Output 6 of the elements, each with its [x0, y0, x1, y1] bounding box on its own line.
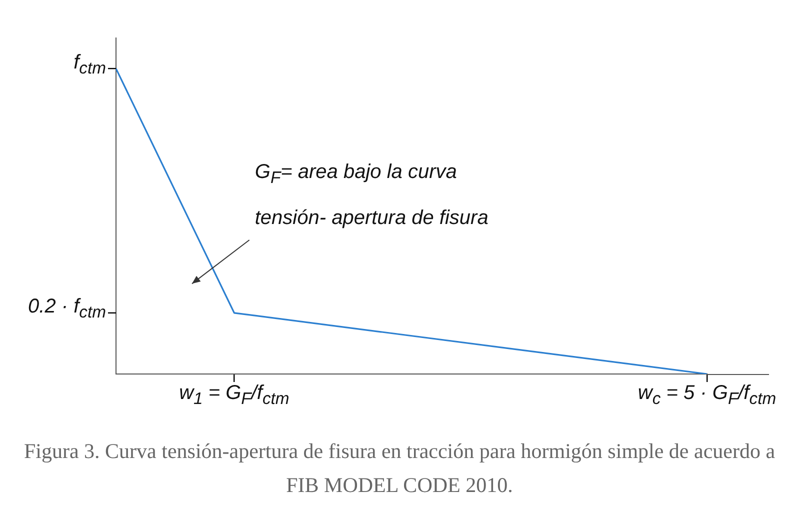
text: 0.2 · f$_{ctm}$: [28, 295, 106, 322]
text: G$_{F}$= area bajo la curva tensión- apertura de fisura: [254, 161, 488, 230]
text: Figura 3. Curva tensión-apertura de fisura en tracción para hormigón simple de acuerdo a FIB MODEL CODE 2010.: [22, 438, 776, 499]
text: f$_{ctm}$: [74, 50, 106, 78]
x-tick-label: w$_{1}$ = G$_{F}$/f$_{ctm}$: [179, 382, 290, 409]
x-tick-label: w$_{c}$ = 5 · G$_{F}$/f$_{ctm}$: [638, 382, 776, 409]
